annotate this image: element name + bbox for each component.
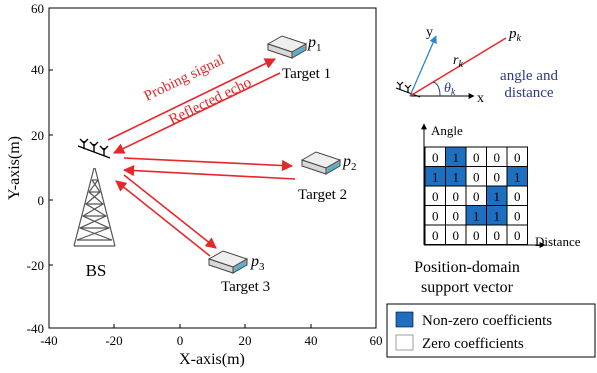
target-1-name: Target 1 — [282, 66, 331, 82]
y-tick-marks — [49, 69, 53, 266]
range-label: rk — [453, 53, 463, 70]
matrix-cell-value: 1 — [494, 208, 501, 223]
y-tick-label: 40 — [31, 62, 44, 77]
target-1: p1 Target 1 — [266, 34, 331, 82]
y-tick-label: 60 — [31, 1, 44, 16]
theta-label: θk — [444, 81, 456, 98]
x-tick-labels: -40 -20 0 20 40 60 — [40, 333, 382, 348]
matrix-cell-value: 0 — [453, 189, 460, 204]
matrix-cell-value: 0 — [432, 150, 439, 165]
x-axis-label: X-axis(m) — [179, 351, 245, 368]
echo-arrow-target-3 — [115, 180, 211, 257]
matrix-caption-1: Position-domain — [414, 259, 520, 276]
x-tick-label: 40 — [305, 333, 318, 348]
y-tick-label: -40 — [27, 321, 44, 336]
target-3-name: Target 3 — [221, 279, 270, 295]
target-device-icon — [207, 250, 249, 274]
matrix-cell-value: 1 — [453, 150, 460, 165]
matrix-cell-value: 0 — [453, 228, 460, 243]
probing-arrow-target-3 — [123, 174, 217, 249]
angle-arc — [432, 81, 441, 97]
matrix-cell-value: 0 — [432, 189, 439, 204]
y-tick-labels: 60 40 20 0 -20 -40 — [27, 1, 44, 336]
matrix-cell-value: 0 — [514, 228, 521, 243]
angle-distance-panel: x y rk θk pk angle and distance — [395, 25, 558, 106]
legend-zero-swatch — [395, 334, 414, 351]
target-2-device-label: p2 — [342, 153, 357, 173]
matrix-cell-value: 0 — [473, 228, 480, 243]
matrix-cell-value: 0 — [494, 150, 501, 165]
target-device-icon — [300, 151, 342, 175]
pk-label: pk — [508, 26, 522, 44]
matrix-cell-value: 1 — [432, 169, 439, 184]
angle-axis-label: Angle — [431, 123, 463, 138]
y-axis-letter: y — [426, 25, 433, 40]
x-tick-label: 0 — [177, 333, 184, 348]
matrix-cell-value: 0 — [473, 189, 480, 204]
matrix-cell-value: 1 — [514, 169, 521, 184]
legend-nonzero-label: Non-zero coefficients — [422, 313, 552, 329]
range-vector — [409, 37, 507, 97]
y-axis-label: Y-axis(m) — [6, 136, 23, 200]
plot-frame — [48, 7, 377, 329]
echo-arrow-target-2 — [122, 164, 296, 180]
matrix-cell-value: 1 — [494, 189, 501, 204]
angle-distance-caption-1: angle and — [500, 68, 558, 84]
matrix-cell-value: 0 — [432, 228, 439, 243]
antenna-array-icon — [77, 138, 111, 159]
target-1-device-label: p1 — [307, 34, 322, 54]
matrix-cell-value: 1 — [473, 208, 480, 223]
matrix-cell-value: 0 — [453, 208, 460, 223]
matrix-cell-value: 0 — [494, 169, 501, 184]
y-axis-arrow — [409, 35, 437, 97]
cell-tower-icon — [73, 167, 116, 247]
x-tick-label: -40 — [40, 333, 57, 348]
target-3-device-label: p3 — [250, 253, 265, 273]
matrix-cell-value: 1 — [453, 169, 460, 184]
y-tick-label: 0 — [38, 193, 45, 208]
x-tick-label: 60 — [370, 333, 383, 348]
signal-arrows — [107, 58, 296, 257]
legend-frame — [386, 303, 596, 358]
bs-label: BS — [86, 261, 107, 280]
matrix-cell-value: 0 — [514, 189, 521, 204]
x-tick-label: 20 — [239, 333, 252, 348]
matrix-cell-value: 0 — [473, 150, 480, 165]
x-tick-label: -20 — [105, 333, 122, 348]
legend: Non-zero coefficients Zero coefficients — [386, 303, 596, 358]
support-matrix-panel: Angle Distance 0 1 0 0 01 1 0 0 10 0 0 1 00 0 1 1 00 0 0 0 0… — [414, 123, 581, 296]
matrix-cell-value: 0 — [473, 169, 480, 184]
legend-zero-label: Zero coefficients — [422, 336, 524, 352]
distance-axis-label: Distance — [535, 234, 581, 249]
matrix-cell-value: 0 — [432, 208, 439, 223]
matrix-cell-zero — [506, 224, 528, 245]
y-tick-label: 20 — [31, 128, 44, 143]
probing-arrow-target-2 — [123, 157, 294, 172]
legend-nonzero-swatch — [395, 311, 414, 328]
target-2: p2 Target 2 — [298, 151, 357, 203]
x-axis-letter: x — [477, 91, 484, 106]
echo-arrow-target-1 — [112, 72, 281, 154]
main-plot: -40 -20 0 20 40 60 60 40 20 0 -20 -40 — [6, 1, 383, 368]
x-tick-marks — [113, 324, 312, 328]
angle-distance-caption-2: distance — [504, 85, 553, 101]
y-tick-label: -20 — [27, 258, 44, 273]
matrix-caption-2: support vector — [421, 279, 514, 296]
matrix-cell-value: 0 — [514, 150, 521, 165]
matrix-cell-value: 0 — [494, 228, 501, 243]
target-2-name: Target 2 — [298, 187, 347, 203]
target-device-icon — [266, 35, 308, 59]
matrix-cell-value: 0 — [514, 208, 521, 223]
target-3: p3 Target 3 — [207, 250, 270, 295]
probing-arrow-target-1 — [107, 58, 277, 141]
support-matrix: 0 1 0 0 01 1 0 0 10 0 0 1 00 0 1 1 00 0 0 0 0 — [424, 146, 528, 245]
antenna-array-icon — [395, 81, 421, 98]
